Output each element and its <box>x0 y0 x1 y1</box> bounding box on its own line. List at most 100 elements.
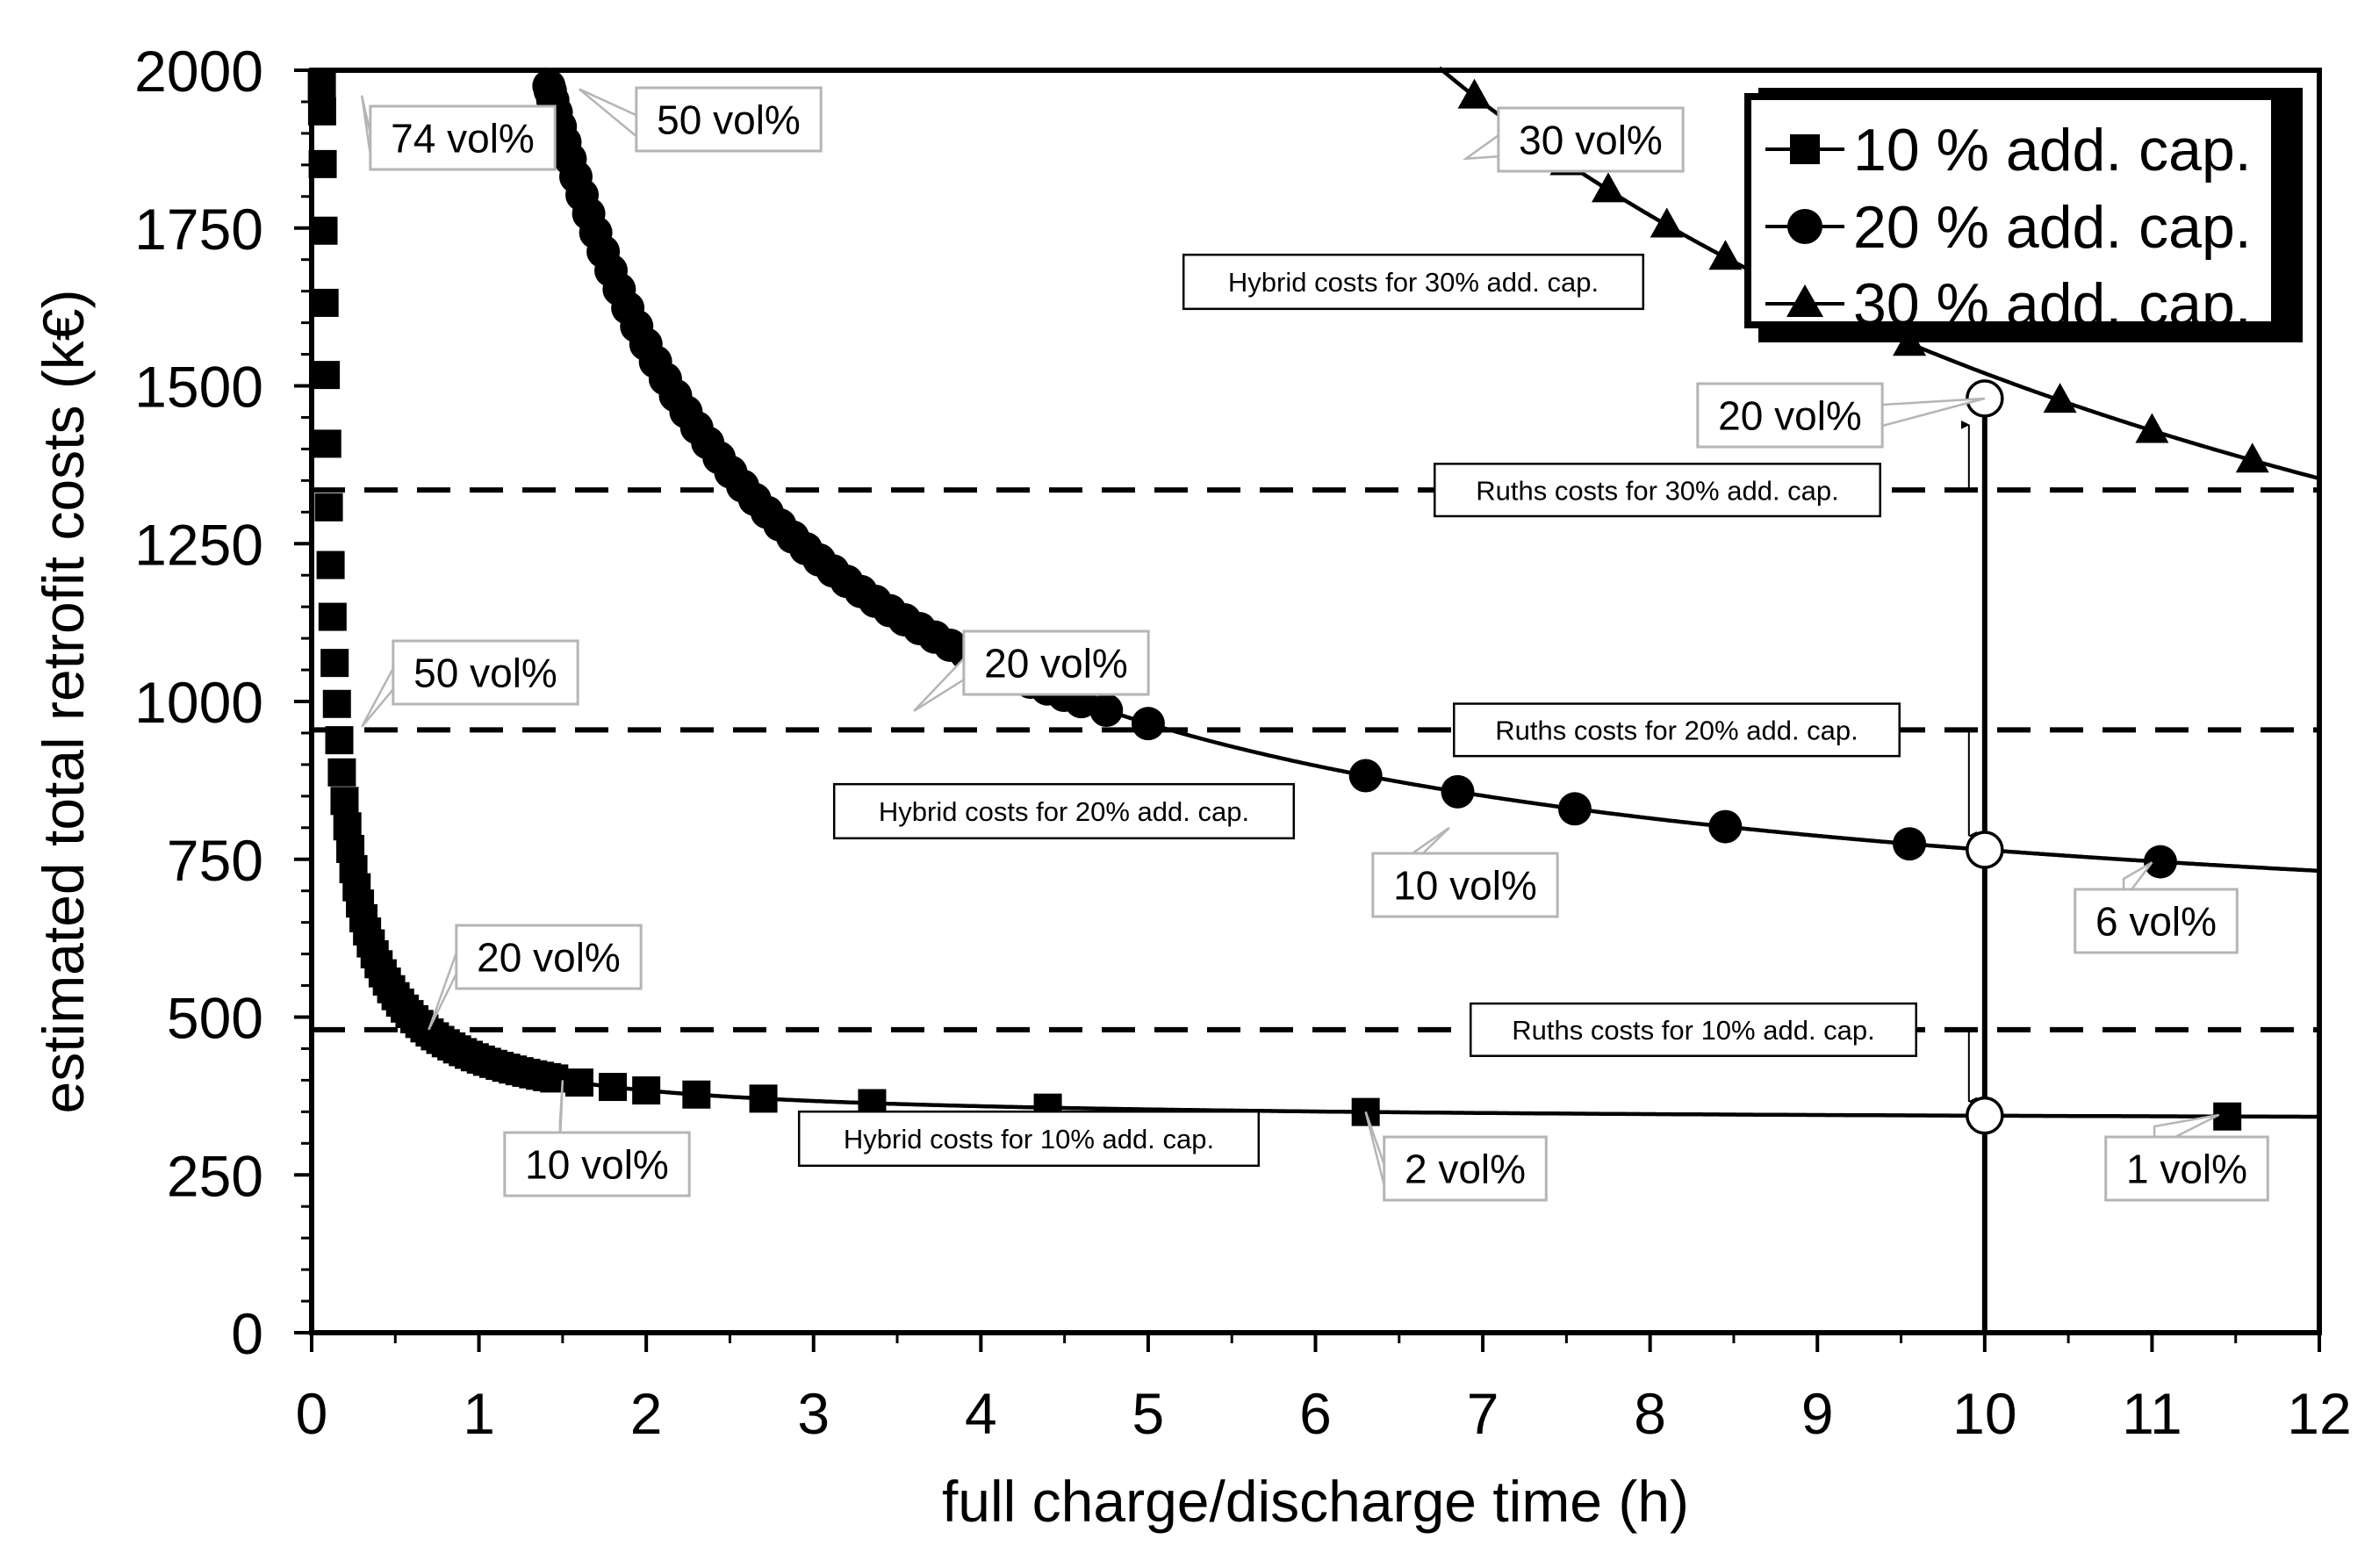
series-1-point <box>316 550 345 579</box>
vol-callout-box <box>2104 1135 2269 1202</box>
vol-callout-text: 50 vol% <box>657 97 801 143</box>
y-tick-label: 0 <box>231 1301 263 1366</box>
legend-entry-20-add-cap: 20 % add. cap. <box>1853 194 2252 261</box>
series-3-point <box>1592 172 1626 203</box>
vol-callout-8: 20 vol% <box>913 629 1150 712</box>
ruths-label-2-text: Ruths costs for 20% add. cap. <box>1495 716 1858 746</box>
series-3-point <box>1650 207 1684 238</box>
x-tick-label: 3 <box>797 1381 830 1446</box>
y-tick-label: 250 <box>167 1143 263 1208</box>
highlight-point-1 <box>1966 1096 2004 1135</box>
vol-callout-box <box>1383 1135 1548 1202</box>
y-tick-label: 1500 <box>134 355 263 420</box>
hybrid-label-1: Hybrid costs for 10% add. cap. <box>797 1110 1261 1168</box>
vol-callout-3: 20 vol% <box>428 924 643 1031</box>
reference-labels: Ruths costs for 10% add. cap. Ruths costs… <box>797 253 1917 1168</box>
vol-callout-box <box>369 104 557 171</box>
series-1-point <box>599 1073 628 1102</box>
y-tick-label: 1250 <box>134 512 263 577</box>
series-2-point <box>1708 809 1743 844</box>
series-2-point <box>1441 774 1475 809</box>
legend: 10 % add. cap. 20 % add. cap. 30 % add. ca… <box>1744 88 2303 342</box>
series-1-point <box>330 787 359 816</box>
series-1-point <box>632 1076 661 1105</box>
x-tick-label: 5 <box>1132 1381 1165 1446</box>
x-tick-label: 10 <box>1952 1381 2016 1446</box>
reference-lines <box>312 487 2319 1032</box>
vol-callout-4: 10 vol% <box>503 1080 691 1198</box>
hybrid-label-1-box <box>797 1110 1261 1168</box>
axes: 0 1 2 3 4 5 6 7 8 9 10 11 12025050075010001250150017… <box>31 39 2352 1534</box>
ruths-label-1-box <box>1470 1002 1917 1057</box>
vol-callout-box <box>1696 382 1884 449</box>
highlight-point-2 <box>1966 831 2004 869</box>
legend-marker <box>1786 284 1823 317</box>
legend-marker <box>1790 134 1820 164</box>
annotation-callouts: 74 vol% 50 vol% 20 vol% 10 vol% 2 vol% 1 vol%… <box>360 86 2269 1202</box>
vol-callout-12: 20 vol% <box>1696 382 1986 449</box>
x-axis-title: full charge/discharge time (h) <box>942 1469 1689 1534</box>
y-tick-label: 1000 <box>134 670 263 735</box>
legend-entry-30-add-cap: 30 % add. cap. <box>1853 271 2252 338</box>
legend-box <box>1744 93 2278 328</box>
series-1-point <box>318 602 347 631</box>
hybrid-label-1-text: Hybrid costs for 10% add. cap. <box>844 1124 1214 1154</box>
x-tick-label: 11 <box>2122 1381 2182 1446</box>
vol-callout-text: 20 vol% <box>1718 393 1862 439</box>
vol-callout-text: 10 vol% <box>1393 863 1537 909</box>
series-2-point <box>1089 694 1124 728</box>
x-tick-label: 6 <box>1299 1381 1332 1446</box>
series-3-point <box>2135 413 2169 443</box>
series-2-point <box>2143 845 2177 879</box>
vol-callout-box <box>1497 106 1685 173</box>
x-tick-label: 0 <box>296 1381 328 1446</box>
series-2-point <box>1557 792 1592 826</box>
series-1-point <box>564 1068 593 1097</box>
vol-callout-pointer <box>361 667 395 728</box>
x-tick-label: 9 <box>1801 1381 1834 1446</box>
series-1-point <box>749 1084 778 1113</box>
vol-callout-text: 6 vol% <box>2095 899 2217 945</box>
series-1-point <box>327 758 356 787</box>
vol-callout-5: 2 vol% <box>1364 1111 1548 1202</box>
ruths-label-3-text: Ruths costs for 30% add. cap. <box>1476 475 1839 506</box>
series-1-point <box>312 361 341 390</box>
y-axis-title: estimated total retrofit costs (k€) <box>31 290 96 1114</box>
x-tick-label: 7 <box>1467 1381 1499 1446</box>
series-3-point <box>2235 442 2269 473</box>
ruths-label-3: Ruths costs for 30% add. cap. <box>1434 463 1881 518</box>
vol-callout-box <box>635 86 823 153</box>
vol-callout-box <box>455 924 643 990</box>
hybrid-label-2-box <box>832 782 1296 840</box>
series-3-point <box>1457 78 1491 109</box>
vol-callout-text: 20 vol% <box>984 641 1128 687</box>
series-1-point <box>540 1064 569 1093</box>
ruths-label-1: Ruths costs for 10% add. cap. <box>1470 1002 1917 1057</box>
hybrid-label-3-box <box>1182 253 1645 311</box>
series-3-point <box>2043 383 2077 414</box>
ruths-label-1-text: Ruths costs for 10% add. cap. <box>1512 1015 1875 1046</box>
vol-callout-box <box>1371 852 1559 918</box>
vol-callout-text: 20 vol% <box>477 935 621 981</box>
vol-callout-box <box>2074 888 2239 954</box>
series-1-point <box>320 649 349 678</box>
series-2-point <box>1131 707 1165 741</box>
x-tick-label: 12 <box>2287 1381 2351 1446</box>
vol-callout-pointer <box>1462 133 1500 161</box>
vol-callout-pointer <box>579 88 638 139</box>
y-tick-label: 750 <box>167 828 263 893</box>
vol-callout-box <box>962 629 1150 696</box>
series-1-point <box>313 429 341 458</box>
hybrid-label-3: Hybrid costs for 30% add. cap. <box>1182 253 1645 311</box>
series-1-point <box>322 689 351 718</box>
vol-callout-1: 74 vol% <box>360 95 557 171</box>
vol-callout-2: 50 vol% <box>361 639 579 728</box>
vol-callout-pointer <box>428 952 458 1031</box>
series-1-point <box>682 1080 711 1109</box>
y-tick-label: 1750 <box>134 197 263 262</box>
x-tick-label: 8 <box>1634 1381 1666 1446</box>
vol-callout-pointer <box>913 656 966 712</box>
y-tick-label: 500 <box>167 986 263 1051</box>
x-tick-label: 2 <box>630 1381 663 1446</box>
